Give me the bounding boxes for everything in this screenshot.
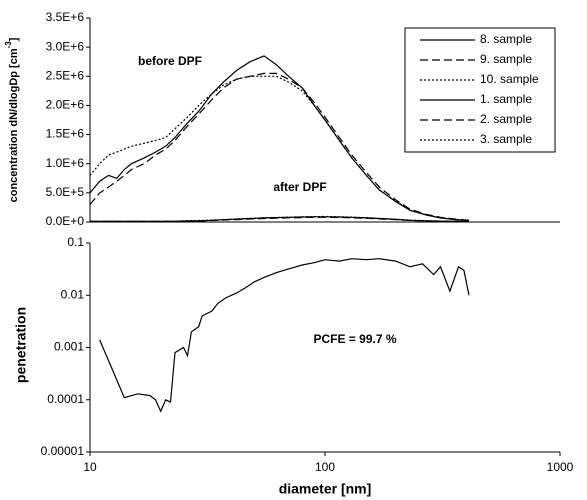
- y-label-end: ]: [8, 37, 20, 41]
- y-tick-label: 2.5E+6: [46, 68, 85, 82]
- y-axis-label: penetration: [13, 307, 29, 383]
- legend-label: 10. sample: [480, 72, 539, 86]
- x-tick-label: 1000: [547, 460, 574, 474]
- data-line: [99, 258, 470, 413]
- y-label-sup: -3: [4, 41, 13, 49]
- legend-label: 2. sample: [480, 112, 532, 126]
- y-tick-label: 5.0E+5: [46, 185, 85, 199]
- y-tick-label: 0.0001: [47, 392, 84, 406]
- y-tick-label: 2.0E+6: [46, 98, 85, 112]
- y-tick-label: 0.00001: [41, 444, 85, 458]
- annotation: after DPF: [273, 180, 326, 194]
- data-line: [89, 75, 470, 221]
- legend-label: 9. sample: [480, 52, 532, 66]
- annotation: PCFE = 99.7 %: [313, 332, 396, 346]
- x-tick-label: 100: [315, 460, 335, 474]
- y-tick-label: 0.1: [67, 235, 84, 249]
- legend-label: 3. sample: [480, 132, 532, 146]
- y-label-main: concentration dN/dlogDp [cm: [8, 48, 20, 202]
- y-axis-label: concentration dN/dlogDp [cm-3]: [4, 37, 20, 202]
- annotation: before DPF: [138, 54, 202, 68]
- y-tick-label: 3.5E+6: [46, 10, 85, 24]
- y-tick-label: 3.0E+6: [46, 39, 85, 53]
- y-tick-label: 1.0E+6: [46, 156, 85, 170]
- data-line: [90, 216, 469, 223]
- legend-label: 8. sample: [480, 32, 532, 46]
- y-tick-label: 0.01: [61, 287, 85, 301]
- y-tick-label: 1.5E+6: [46, 127, 85, 141]
- legend-label: 1. sample: [480, 92, 532, 106]
- y-tick-label: 0.0E+0: [46, 214, 85, 228]
- x-axis-label: diameter [nm]: [279, 481, 372, 497]
- legend-box: [404, 27, 556, 153]
- x-tick-label: 10: [83, 460, 97, 474]
- y-tick-label: 0.001: [54, 340, 84, 354]
